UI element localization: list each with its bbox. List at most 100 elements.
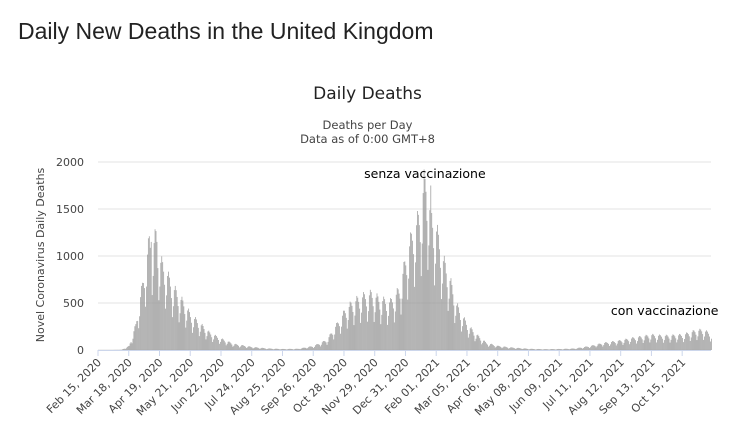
- bar-day: [655, 338, 656, 350]
- bar-day: [501, 348, 503, 350]
- bar-day: [147, 238, 149, 350]
- bar-day: [245, 347, 247, 350]
- bar-day: [127, 346, 129, 350]
- bar-day: [698, 330, 700, 350]
- bar-day: [137, 320, 139, 350]
- bar-day: [584, 346, 585, 350]
- bar-day: [475, 338, 477, 350]
- bar-day: [265, 348, 266, 350]
- bar-day: [144, 288, 145, 350]
- bar-day: [153, 243, 155, 350]
- bar-day: [494, 347, 496, 350]
- bar-day: [123, 348, 125, 350]
- bar-day: [646, 335, 648, 350]
- bar-day: [531, 348, 533, 350]
- bar-day: [399, 298, 401, 350]
- bar-day: [231, 344, 233, 350]
- bar-day: [483, 340, 485, 350]
- bar-day: [528, 349, 530, 350]
- bar-day: [613, 341, 615, 350]
- bar-day: [223, 340, 225, 350]
- bar-day: [594, 345, 596, 350]
- bar-day: [230, 343, 232, 350]
- bar-day: [641, 339, 643, 350]
- bar-day: [524, 348, 526, 350]
- bar-day: [586, 346, 587, 350]
- bar-day: [267, 348, 268, 350]
- bar-day: [233, 345, 235, 350]
- bar-day: [196, 319, 197, 350]
- bar-day: [311, 346, 313, 350]
- bar-day: [379, 309, 381, 350]
- bar-day: [458, 307, 460, 350]
- bar-day: [194, 319, 195, 350]
- bar-day: [482, 342, 484, 350]
- bar-day: [509, 348, 510, 350]
- bar-day: [328, 337, 330, 350]
- bar-day: [623, 342, 625, 350]
- bar-day: [242, 345, 243, 350]
- bar-day: [671, 335, 673, 350]
- bar-day: [139, 316, 141, 350]
- bar-day: [687, 334, 689, 350]
- bar-day: [588, 347, 589, 350]
- bar-day: [643, 340, 645, 350]
- bar-day: [626, 338, 628, 350]
- bar-day: [293, 349, 294, 350]
- bar-day: [568, 349, 570, 350]
- bar-day: [262, 347, 264, 350]
- bar-day: [702, 334, 704, 350]
- bar-day: [146, 286, 147, 350]
- bar-day: [666, 335, 668, 350]
- y-axis-label: Novel Coronavirus Daily Deaths: [34, 167, 47, 342]
- bar-day: [689, 340, 691, 350]
- bar-day: [178, 322, 180, 350]
- bar-day: [276, 348, 278, 350]
- bar-day: [220, 341, 221, 350]
- bar-day: [624, 339, 626, 350]
- bar-day: [649, 342, 651, 350]
- bar-day: [638, 336, 640, 350]
- bar-day: [391, 298, 392, 350]
- bar-day: [330, 333, 332, 350]
- bar-day: [363, 292, 364, 350]
- bar-day: [690, 337, 692, 350]
- bar-day: [320, 344, 322, 350]
- bar-day: [706, 330, 707, 350]
- bar-day: [554, 349, 556, 350]
- bar-day: [286, 349, 288, 350]
- bar-day: [427, 269, 429, 350]
- bar-day: [343, 310, 344, 350]
- bar-day: [358, 301, 360, 350]
- bar-day: [614, 343, 616, 350]
- bar-day: [515, 348, 517, 350]
- bar-day: [386, 311, 387, 350]
- bar-day: [448, 298, 450, 350]
- bar-day: [438, 234, 439, 350]
- bar-day: [441, 283, 443, 350]
- bar-day: [587, 346, 588, 350]
- bar-day: [464, 317, 465, 350]
- bar-day: [350, 302, 352, 350]
- bar-day: [186, 320, 188, 351]
- bar-day: [279, 349, 281, 350]
- bar-day: [439, 249, 440, 350]
- bar-day: [188, 308, 190, 350]
- bar-day: [683, 342, 684, 350]
- bar-day: [699, 328, 701, 350]
- bar-day: [317, 344, 318, 350]
- bar-day: [304, 347, 306, 350]
- bar-day: [336, 322, 337, 350]
- bar-day: [408, 278, 410, 350]
- bar-day: [658, 335, 659, 350]
- bar-day: [378, 301, 380, 350]
- bar-day: [504, 346, 506, 350]
- bar-day: [489, 345, 490, 350]
- bar-day: [338, 323, 339, 350]
- bar-day: [306, 348, 308, 350]
- annotation-senza-vaccinazione: senza vaccinazione: [364, 165, 486, 181]
- bar-day: [615, 345, 617, 350]
- bar-day: [219, 343, 220, 350]
- bar-day: [334, 334, 336, 350]
- bar-day: [138, 328, 140, 350]
